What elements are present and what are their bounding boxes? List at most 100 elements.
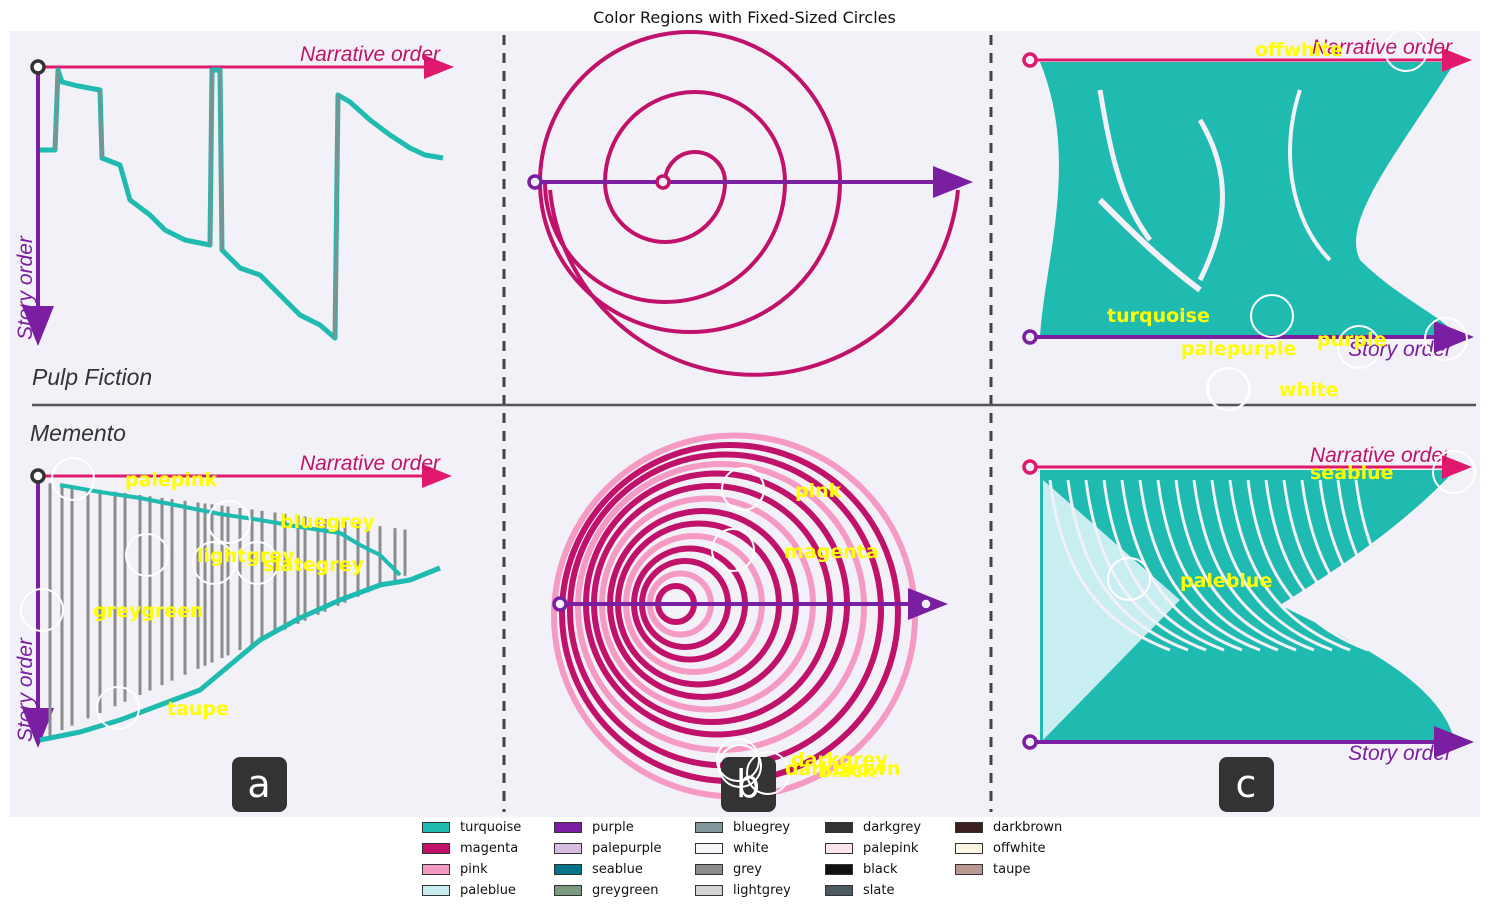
legend-label: seablue <box>592 862 643 877</box>
legend-label: bluegrey <box>733 820 791 835</box>
legend-label: offwhite <box>993 841 1046 856</box>
annotation-label-magenta: magenta <box>784 541 879 563</box>
annotation-circle <box>1384 28 1428 72</box>
legend-swatch <box>825 843 853 854</box>
legend-swatch <box>695 864 723 875</box>
legend-item-purple: purple <box>554 819 695 836</box>
legend-label: greygreen <box>592 883 659 898</box>
streak <box>1210 479 1333 652</box>
legend-label: palepurple <box>592 841 662 856</box>
streak <box>1264 479 1387 652</box>
annotation-label-purple: purple <box>1317 329 1387 351</box>
annotation-circle <box>207 500 251 544</box>
annotation-label-black: black <box>818 760 875 782</box>
legend-item-offwhite: offwhite <box>955 840 1085 857</box>
annotation-circle <box>235 541 279 585</box>
annotation-circle <box>1207 367 1251 411</box>
legend-item-darkbrown: darkbrown <box>955 819 1085 836</box>
annotation-circle <box>721 467 765 511</box>
legend-item-white: white <box>695 840 825 857</box>
legend-swatch <box>422 822 450 833</box>
legend-item-slate: slate <box>825 882 955 899</box>
streak <box>1066 479 1189 652</box>
legend-swatch <box>955 864 983 875</box>
annotation-circle <box>711 528 755 572</box>
label-story-order-a-top: Story order <box>14 235 37 340</box>
legend-swatch <box>554 822 582 833</box>
streak <box>1192 479 1315 652</box>
legend-label: lightgrey <box>733 883 791 898</box>
legend-label: slate <box>863 883 895 898</box>
streak <box>1084 479 1207 652</box>
panel-b-top <box>527 30 973 377</box>
panel-c-top: Narrative order Story order <box>1022 36 1474 361</box>
legend-label: paleblue <box>460 883 516 898</box>
annotation-circle <box>1424 317 1468 361</box>
annotation-circle <box>1432 450 1476 494</box>
label-narrative-order-a-bottom: Narrative order <box>300 452 441 475</box>
annotation-label-palepink: palepink <box>125 469 217 491</box>
annotation-circle <box>96 686 140 730</box>
legend-empty-cell <box>955 882 1085 899</box>
legend-item-magenta: magenta <box>422 840 554 857</box>
annotation-label-bluegrey: bluegrey <box>280 511 375 533</box>
legend-swatch <box>825 864 853 875</box>
legend-swatch <box>422 843 450 854</box>
annotation-label-seablue: seablue <box>1310 462 1394 484</box>
legend-label: pink <box>460 862 488 877</box>
annotation-circle <box>1337 325 1381 369</box>
legend-swatch <box>955 822 983 833</box>
legend-item-taupe: taupe <box>955 861 1085 878</box>
annotation-label-darkbrown: darkbrown <box>785 758 901 780</box>
streak <box>1174 479 1297 652</box>
annotation-circle <box>51 457 95 501</box>
annotation-label-pink: pink <box>795 480 842 502</box>
annotation-label-greygreen: greygreen <box>93 600 204 622</box>
streak <box>1246 479 1369 652</box>
streak <box>1228 479 1351 652</box>
streak <box>1102 479 1225 652</box>
svg-text:a: a <box>247 762 270 806</box>
legend-item-paleblue: paleblue <box>422 882 554 899</box>
legend-swatch <box>695 843 723 854</box>
legend-item-greygreen: greygreen <box>554 882 695 899</box>
legend-label: turquoise <box>460 820 522 835</box>
legend-swatch <box>422 885 450 896</box>
legend-swatch <box>554 843 582 854</box>
legend-item-turquoise: turquoise <box>422 819 554 836</box>
panel-title-pulp-fiction: Pulp Fiction <box>32 364 152 390</box>
legend-label: darkbrown <box>993 820 1063 835</box>
chart-title: Color Regions with Fixed-Sized Circles <box>593 8 896 27</box>
streak <box>1156 479 1279 652</box>
annotation-label-white: white <box>1279 379 1339 401</box>
label-story-order-a-bottom: Story order <box>14 637 37 742</box>
legend-item-grey: grey <box>695 861 825 878</box>
legend-swatch <box>554 885 582 896</box>
annotation-circle <box>746 751 790 795</box>
annotation-circle <box>125 533 169 577</box>
annotation-circle <box>716 738 760 782</box>
annotation-label-taupe: taupe <box>167 698 229 720</box>
streak <box>1300 479 1423 652</box>
streak <box>1354 479 1477 652</box>
panel-title-memento: Memento <box>30 420 126 446</box>
streak <box>1336 479 1459 652</box>
annotation-label-palepurple: palepurple <box>1181 338 1296 360</box>
legend-swatch <box>422 864 450 875</box>
panel-a-top: Narrative order Story order Pulp Fiction <box>14 43 454 390</box>
annotation-circle <box>1107 557 1151 601</box>
legend-item-black: black <box>825 861 955 878</box>
annotation-label-offwhite: offwhite <box>1255 39 1343 61</box>
streak <box>1138 479 1261 652</box>
legend-label: white <box>733 841 769 856</box>
annotation-label-slategrey: slategrey <box>263 554 364 576</box>
label-narrative-order-c-bottom: Narrative order <box>1310 444 1451 467</box>
legend-item-palepurple: palepurple <box>554 840 695 857</box>
panel-c-bottom: Narrative order Story order <box>1022 444 1477 765</box>
legend-item-lightgrey: lightgrey <box>695 882 825 899</box>
legend-swatch <box>695 885 723 896</box>
annotation-label-darkgrey: darkgrey <box>791 749 888 771</box>
legend-label: taupe <box>993 862 1031 877</box>
streak <box>1120 479 1243 652</box>
